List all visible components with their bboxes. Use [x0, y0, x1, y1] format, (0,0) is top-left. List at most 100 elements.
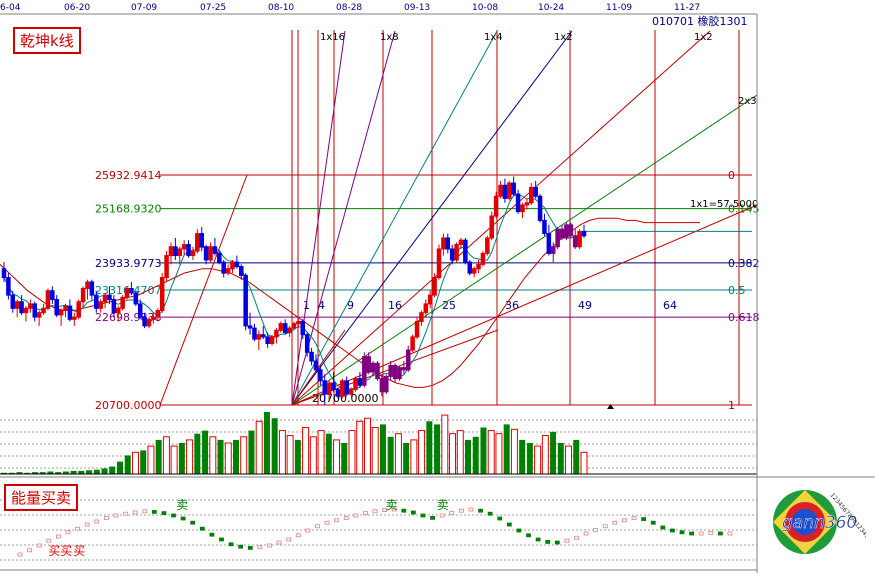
volume-bar — [224, 442, 232, 475]
indicator-bar — [295, 533, 301, 538]
indicator-bar — [660, 525, 666, 530]
indicator-bar — [257, 545, 263, 550]
indicator-bar — [276, 540, 282, 545]
candle-body — [388, 364, 393, 377]
candle-body — [572, 235, 578, 248]
fib-price-label: 20700.0000 — [95, 399, 161, 412]
indicator-bar — [602, 524, 608, 529]
candle-body — [375, 362, 380, 380]
candle-body — [414, 320, 420, 338]
indicator-bar — [622, 518, 627, 523]
date-bar — [0, 0, 875, 14]
candle-body — [493, 195, 499, 217]
volume-bar — [248, 430, 255, 474]
candle-body — [318, 369, 323, 382]
candle-body — [173, 246, 178, 257]
volume-bar — [202, 430, 209, 474]
candle-body — [107, 294, 112, 301]
volume-bar — [255, 420, 263, 475]
candle-body — [476, 263, 481, 270]
indicator-bar — [267, 543, 272, 548]
indicator-bar — [698, 531, 704, 536]
candle-body — [467, 261, 473, 274]
candle-body — [340, 380, 345, 397]
fib-ratio-label: 0.5 — [728, 284, 746, 297]
volume-bar — [233, 439, 239, 474]
volume-bar — [487, 430, 495, 475]
time-cycle-label: 64 — [663, 299, 677, 312]
volume-bar — [294, 439, 301, 474]
date-tick: 07-09 — [131, 3, 157, 13]
gann-fan-label: 1x1=57.5000 — [690, 199, 758, 210]
candle-body — [507, 182, 512, 199]
indicator-bar — [209, 532, 215, 537]
candle-body — [80, 288, 86, 303]
volume-bar — [541, 435, 549, 475]
indicator-bar — [574, 535, 579, 540]
indicator-signal: 卖 — [176, 498, 188, 512]
date-tick: 11-27 — [674, 3, 700, 13]
indicator-bar — [708, 531, 714, 535]
candle-body — [50, 290, 55, 301]
indicator-bar — [497, 516, 503, 521]
volume-bar — [356, 420, 364, 475]
fib-ratio-label: 0.145 — [728, 203, 760, 216]
candle-body — [265, 336, 270, 344]
indicator-bar — [353, 513, 359, 518]
indicator-bar — [391, 507, 397, 512]
candle-body — [63, 305, 68, 312]
volume-bar — [418, 430, 426, 475]
candle-body — [133, 292, 139, 305]
candle-body — [212, 246, 218, 254]
candle-body — [533, 186, 538, 197]
volume-bar — [278, 430, 286, 475]
fibonacci-levels: 25932.9414 0 25168.9320 0.145 23933.9773 0.38… — [95, 169, 760, 412]
indicator-bar — [679, 530, 685, 535]
candles — [1, 176, 587, 405]
candle-body — [520, 204, 525, 213]
candle-body — [190, 250, 196, 257]
candle-body — [445, 237, 451, 250]
gann-fan-label: 2x3 — [738, 96, 757, 107]
candle-body — [379, 378, 385, 393]
candle-body — [142, 316, 147, 327]
indicator-bar — [17, 552, 23, 557]
volume-bar — [209, 436, 217, 475]
indicator-bar — [247, 546, 253, 550]
candle-body — [405, 349, 411, 371]
candle-body — [309, 351, 314, 362]
candle-body — [217, 252, 222, 263]
date-tick: 08-28 — [336, 3, 362, 13]
candle-body — [269, 336, 275, 344]
indicator-bar — [727, 531, 733, 536]
candle-body — [335, 389, 341, 397]
volume-bar — [271, 418, 278, 474]
candle-body — [137, 303, 143, 318]
indicator-bar — [401, 508, 407, 513]
volume-bar — [78, 470, 85, 474]
time-cycle-label: 16 — [388, 299, 402, 312]
fib-ratio-label: 0.382 — [728, 257, 760, 270]
candle-body — [164, 255, 169, 279]
volume-bar — [55, 472, 62, 474]
volume-bar — [333, 439, 341, 475]
time-cycle-label: 25 — [442, 299, 456, 312]
volume-bar — [565, 445, 573, 475]
gann-fan-line — [291, 204, 758, 406]
volume-bar — [317, 430, 325, 475]
indicator-signal: 卖 — [437, 498, 449, 512]
candle-body — [186, 244, 191, 257]
gann-fan-line — [291, 329, 346, 406]
indicator-bar — [430, 516, 435, 520]
candle-body — [423, 303, 429, 314]
candle-body — [427, 294, 433, 305]
indicator-signal: 买买 — [48, 544, 72, 558]
candle-body — [243, 274, 248, 327]
candle-body — [370, 362, 376, 373]
date-tick: 09-13 — [404, 3, 430, 13]
candle-body — [458, 239, 464, 246]
pivot-label: 20700.0000 — [312, 392, 378, 405]
candle-body — [115, 307, 121, 314]
candle-body — [177, 248, 183, 257]
